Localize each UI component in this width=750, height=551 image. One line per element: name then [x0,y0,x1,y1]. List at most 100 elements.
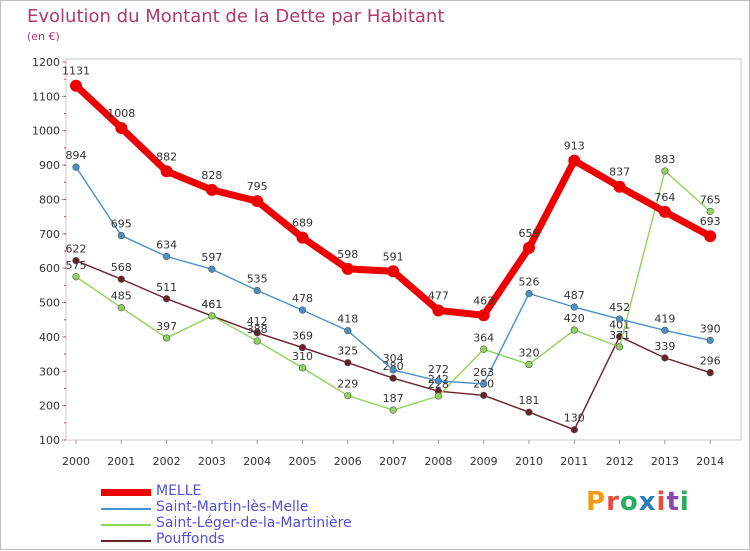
data-label: 598 [337,248,358,261]
data-label: 463 [473,294,494,307]
data-point [163,252,171,261]
x-tick-label: 2001 [107,455,135,468]
x-tick-label: 2005 [289,455,317,468]
data-label: 689 [292,217,313,230]
data-point [570,426,578,434]
data-point [434,392,443,400]
data-label: 412 [247,315,268,328]
data-label: 452 [609,301,630,314]
data-point [163,295,171,303]
data-label: 693 [700,215,721,228]
data-label: 325 [337,345,358,358]
data-label: 622 [66,243,87,256]
chart-title: Evolution du Montant de la Dette par Hab… [27,6,445,27]
data-label: 485 [111,290,132,303]
data-label: 263 [473,366,494,379]
data-point [117,231,125,240]
legend-label: Saint-Léger-de-la-Martinière [156,515,352,531]
data-point [344,327,352,335]
data-label: 310 [292,350,313,363]
data-label: 894 [66,149,87,162]
data-point [477,309,490,322]
data-label: 461 [201,298,222,311]
data-point [387,265,400,278]
data-point [570,303,578,311]
y-tick-label: 100 [39,434,60,447]
data-label: 181 [519,394,540,407]
data-point [613,180,626,193]
data-point [160,165,173,178]
data-label: 591 [383,250,404,263]
data-point [163,334,171,342]
x-tick-label: 2008 [424,455,452,468]
data-point [706,207,714,216]
data-label: 371 [609,329,630,342]
x-tick-label: 2007 [379,455,407,468]
data-label: 390 [700,322,721,335]
data-label: 597 [201,251,222,264]
data-point [704,230,717,243]
data-label: 634 [156,238,177,251]
data-label: 229 [337,378,358,391]
x-tick-label: 2009 [470,455,498,468]
data-point [432,304,445,317]
y-tick-label: 600 [39,262,60,275]
data-point [298,306,307,314]
legend-swatch [101,508,151,510]
data-point [570,326,578,334]
data-label: 418 [337,313,358,326]
data-label: 187 [383,392,404,405]
data-label: 695 [111,218,132,231]
data-label: 419 [654,312,675,325]
y-tick-label: 1100 [32,90,60,103]
data-label: 487 [564,289,585,302]
data-point [480,380,488,388]
data-point [525,408,533,416]
y-tick-label: 300 [39,365,60,378]
proxiti-logo: Proxiti [586,487,690,517]
data-label: 1008 [107,107,135,120]
legend-swatch [101,524,151,526]
data-point [525,360,533,369]
data-point [70,79,82,92]
data-point [480,345,488,353]
data-point [344,392,352,400]
y-tick-label: 700 [39,228,60,241]
data-point [115,121,128,134]
data-label: 1131 [62,65,90,78]
data-point [344,359,352,367]
data-label: 913 [564,140,585,153]
data-point [253,329,261,337]
x-tick-label: 2012 [606,455,634,468]
data-point [525,290,533,298]
data-point [658,205,671,218]
data-point [706,336,714,344]
data-point [72,257,80,265]
data-point [661,326,669,334]
data-label: 883 [654,153,675,166]
data-label: 478 [292,292,313,305]
data-point [389,374,397,382]
data-point [253,286,261,295]
legend-label: Pouffonds [156,531,225,547]
data-label: 837 [609,166,630,179]
y-tick-label: 200 [39,400,60,413]
data-point [117,304,125,312]
data-point [298,364,307,372]
data-point [615,343,624,351]
data-label: 320 [519,346,540,359]
x-tick-label: 2014 [696,455,724,468]
data-label: 364 [473,331,494,344]
data-point [480,391,488,399]
data-point [568,154,581,167]
data-point [298,343,307,352]
data-point [253,337,261,345]
data-label: 659 [519,227,540,240]
data-point [251,195,264,208]
data-label: 477 [428,289,449,302]
x-tick-label: 2013 [651,455,679,468]
data-point [208,265,216,273]
data-point [296,231,309,244]
